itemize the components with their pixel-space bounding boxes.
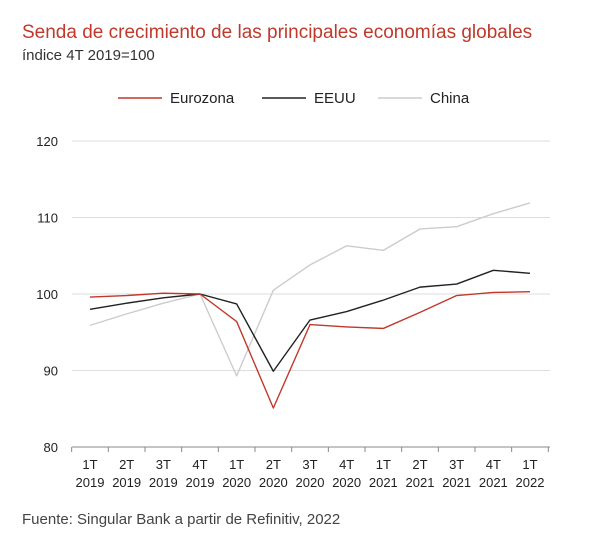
x-tick-label-quarter: 2T bbox=[266, 457, 281, 472]
line-chart: Eurozona EEUU China 80 90 100 110 120 1T 2019 2T… bbox=[36, 90, 550, 490]
x-tick-label-quarter: 3T bbox=[302, 457, 317, 472]
x-tick-label-year: 2021 bbox=[406, 475, 435, 490]
x-tick-label-year: 2021 bbox=[369, 475, 398, 490]
y-tick-label-80: 80 bbox=[44, 440, 58, 455]
y-tick-label-90: 90 bbox=[44, 364, 58, 379]
x-tick-label-year: 2019 bbox=[76, 475, 105, 490]
x-tick-label-year: 2019 bbox=[149, 475, 178, 490]
x-tick-label-quarter: 4T bbox=[339, 457, 354, 472]
x-tick-label-quarter: 2T bbox=[119, 457, 134, 472]
x-tick-label-year: 2019 bbox=[112, 475, 141, 490]
legend-label-eurozona: Eurozona bbox=[170, 90, 235, 107]
x-tick-label-year: 2019 bbox=[186, 475, 215, 490]
x-tick-label-year: 2021 bbox=[442, 475, 471, 490]
x-tick-label-quarter: 1T bbox=[522, 457, 537, 472]
chart-subtitle: índice 4T 2019=100 bbox=[22, 47, 155, 64]
y-axis: 80 90 100 110 120 bbox=[36, 134, 58, 455]
y-tick-label-100: 100 bbox=[36, 287, 58, 302]
x-tick-label-quarter: 2T bbox=[412, 457, 427, 472]
chart-title: Senda de crecimiento de las principales … bbox=[22, 22, 533, 43]
x-tick-label-year: 2020 bbox=[332, 475, 361, 490]
y-tick-label-110: 110 bbox=[37, 211, 58, 226]
x-tick-label-quarter: 3T bbox=[156, 457, 171, 472]
y-tick-label-120: 120 bbox=[36, 134, 58, 149]
legend-label-china: China bbox=[430, 90, 470, 107]
legend: Eurozona EEUU China bbox=[118, 90, 470, 107]
series-lines bbox=[89, 202, 531, 409]
x-tick-label-year: 2020 bbox=[259, 475, 288, 490]
x-tick-label-year: 2020 bbox=[296, 475, 325, 490]
x-tick-label-quarter: 4T bbox=[486, 457, 501, 472]
x-tick-label-year: 2020 bbox=[222, 475, 251, 490]
x-tick-label-quarter: 3T bbox=[449, 457, 464, 472]
legend-label-eeuu: EEUU bbox=[314, 90, 356, 107]
x-tick-label-quarter: 1T bbox=[376, 457, 391, 472]
x-axis: 1T 2019 2T 2019 3T 2019 4T 2019 1T 2020 2T 2020 3T 20… bbox=[71, 446, 550, 490]
source-note: Fuente: Singular Bank a partir de Refini… bbox=[22, 511, 341, 528]
x-tick-label-quarter: 1T bbox=[82, 457, 97, 472]
series-line-eurozona bbox=[89, 291, 531, 409]
x-tick-label-year: 2022 bbox=[516, 475, 545, 490]
series-line-china bbox=[89, 202, 531, 377]
x-tick-label-quarter: 4T bbox=[192, 457, 207, 472]
x-tick-label-year: 2021 bbox=[479, 475, 508, 490]
x-tick-label-quarter: 1T bbox=[229, 457, 244, 472]
series-line-eeuu bbox=[89, 269, 531, 372]
